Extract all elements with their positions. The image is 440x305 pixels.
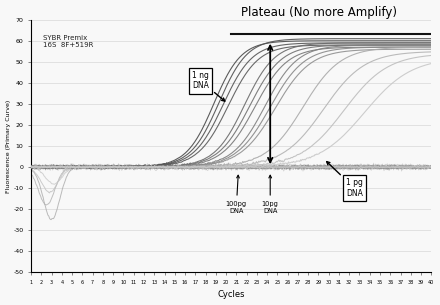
Y-axis label: Fluorescence (Primary Curve): Fluorescence (Primary Curve) <box>6 99 11 193</box>
Text: 1 ng
DNA: 1 ng DNA <box>192 71 225 101</box>
Text: 10pg
DNA: 10pg DNA <box>262 175 279 214</box>
X-axis label: Cycles: Cycles <box>217 290 245 300</box>
Text: 1 pg
DNA: 1 pg DNA <box>326 162 363 198</box>
Text: 100pg
DNA: 100pg DNA <box>226 175 247 214</box>
Title: Plateau (No more Amplify): Plateau (No more Amplify) <box>241 5 397 19</box>
Text: SYBR Premix
16S  8F+519R: SYBR Premix 16S 8F+519R <box>43 35 93 48</box>
